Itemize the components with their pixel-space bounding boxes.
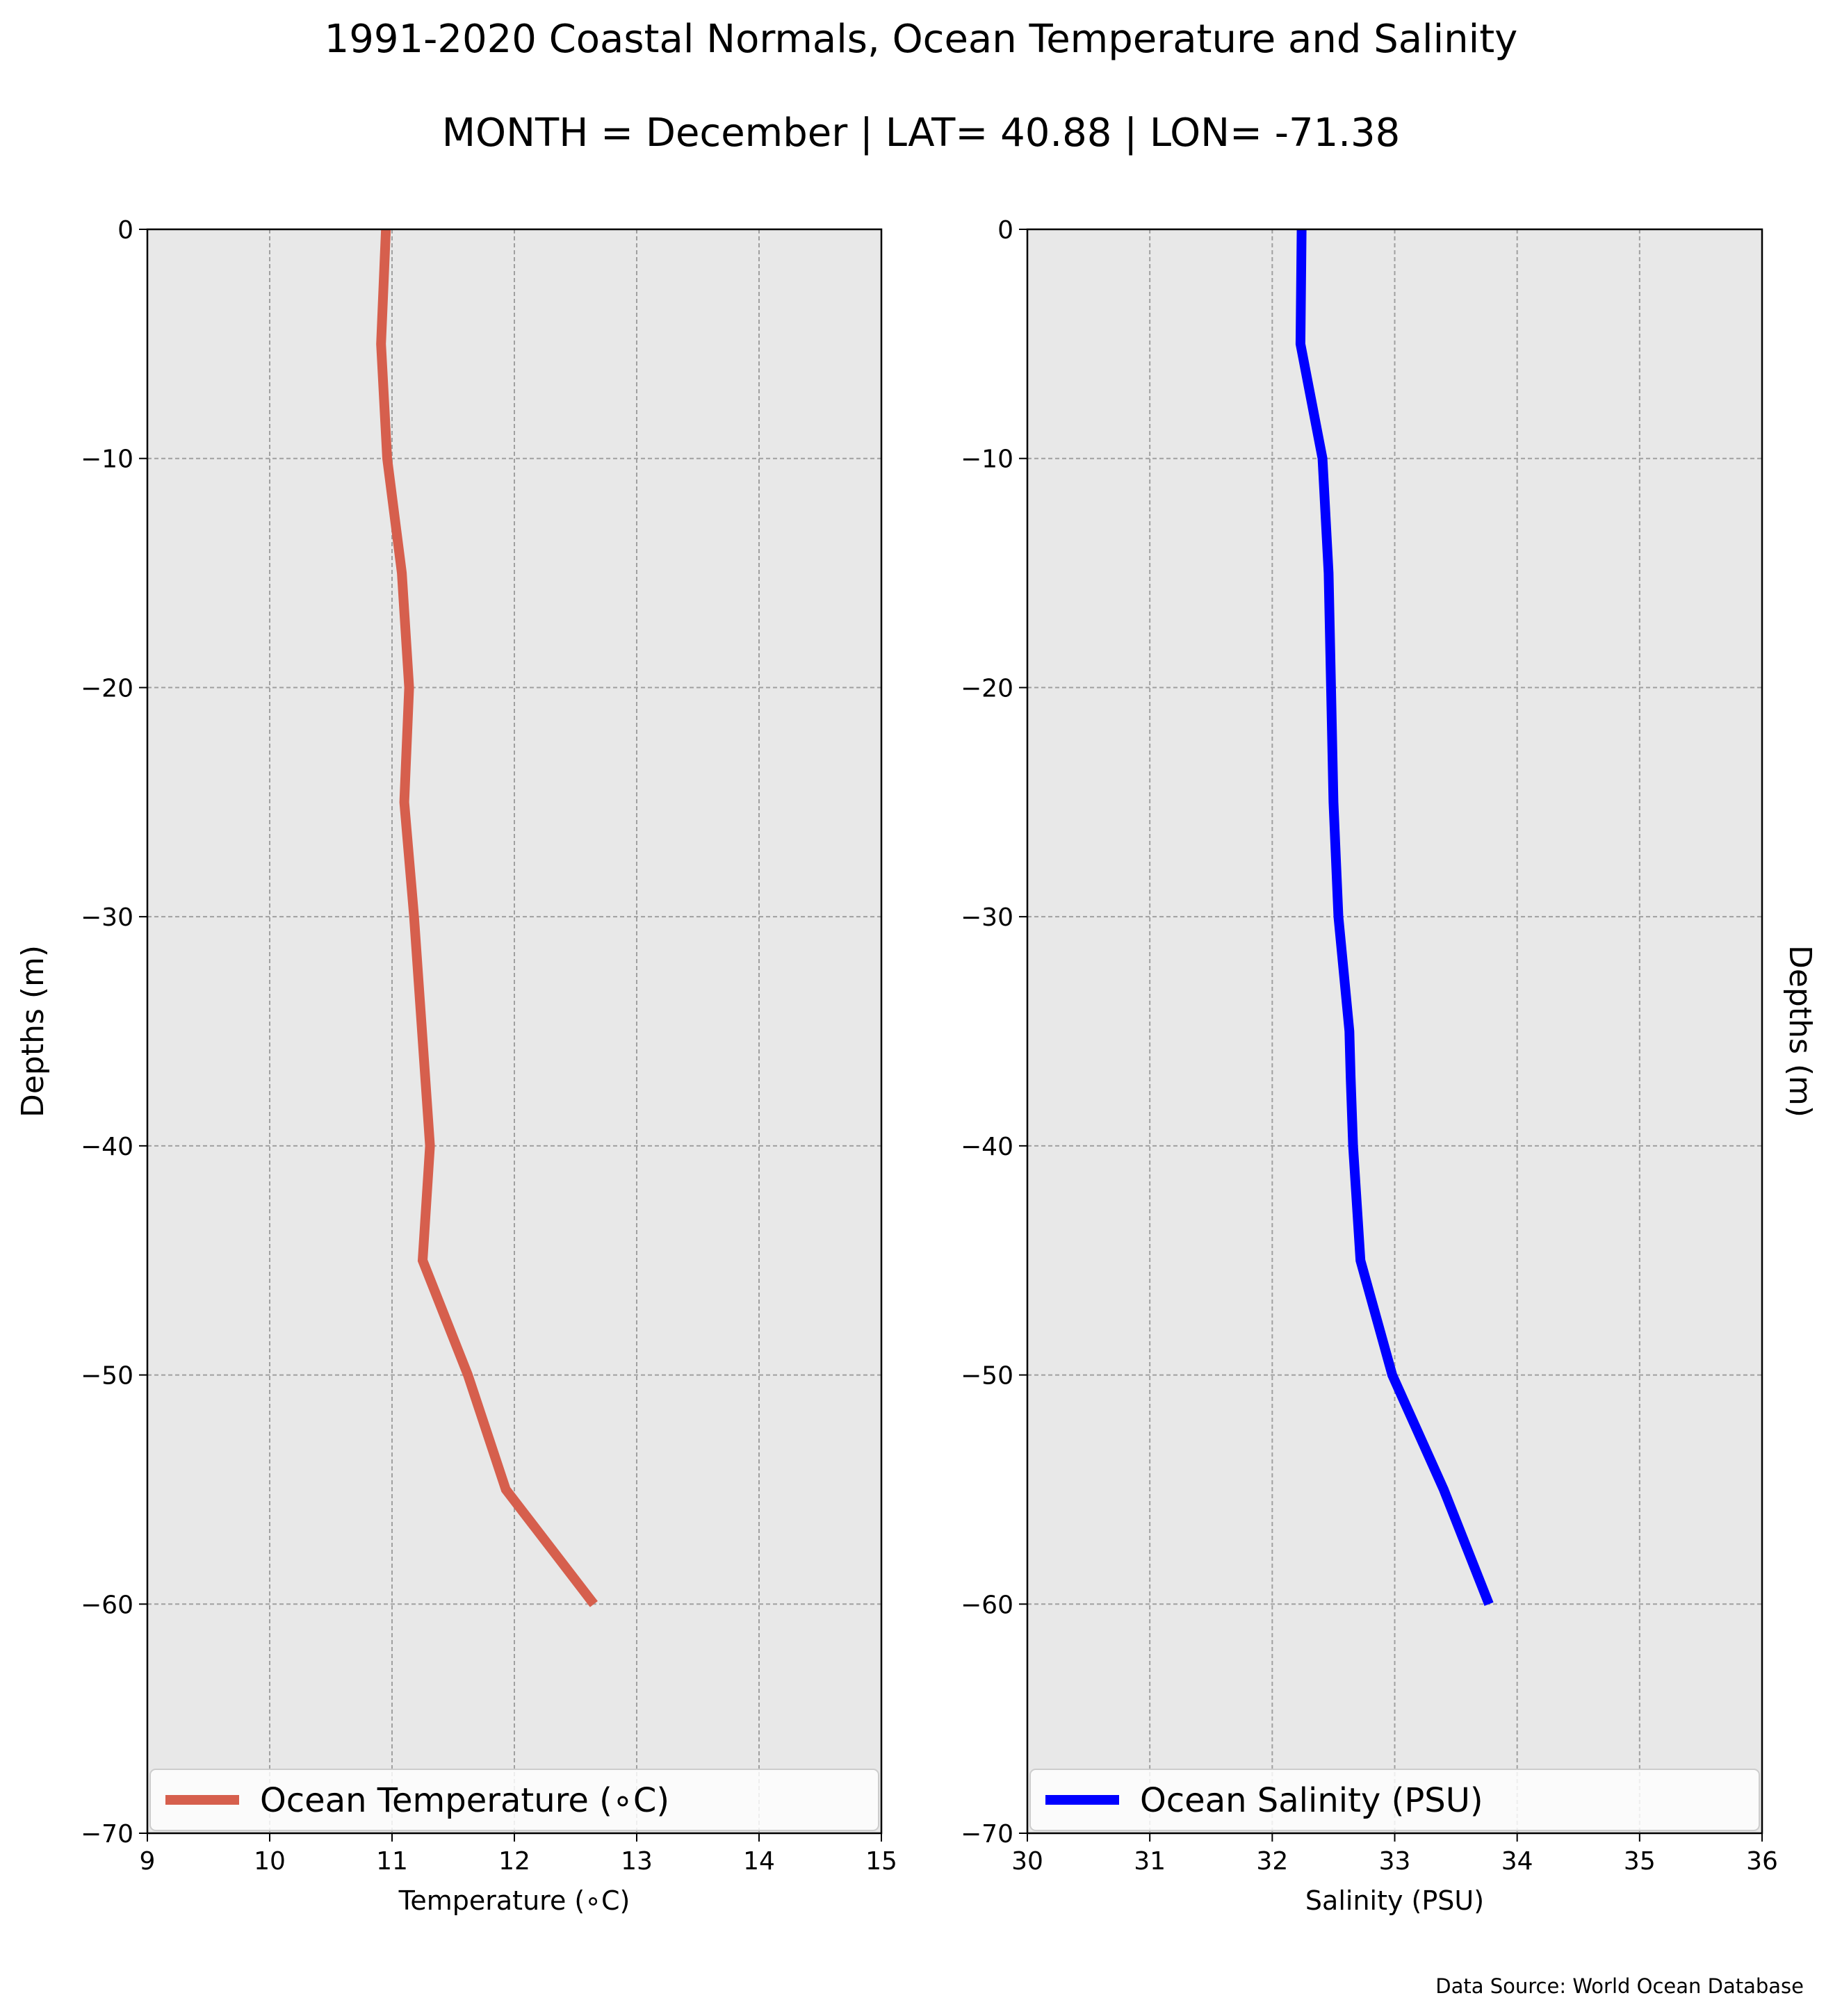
y-tick-label: −60	[961, 1591, 1013, 1619]
temperature-series-line	[376, 229, 598, 1607]
salinity-series-line	[1295, 229, 1494, 1606]
y-tick-label: −60	[81, 1591, 133, 1619]
x-tick-label: 33	[1379, 1847, 1411, 1876]
y-tick-label: −70	[961, 1820, 1013, 1849]
legend-frame	[149, 1769, 879, 1831]
legend-frame	[1029, 1769, 1760, 1831]
x-tick-label: 13	[621, 1847, 653, 1876]
x-tick-label: 11	[376, 1847, 408, 1876]
y-axis-label: Depths (m)	[1782, 945, 1818, 1117]
x-tick-label: 10	[254, 1847, 286, 1876]
x-tick-label: 30	[1011, 1847, 1043, 1876]
y-tick-label: −40	[81, 1133, 133, 1161]
y-tick-label: −40	[961, 1133, 1013, 1161]
data-source-note: Data Source: World Ocean Database	[1435, 1974, 1804, 1998]
y-tick-label: −30	[81, 903, 133, 932]
x-axis-label: Temperature (∘C)	[398, 1885, 630, 1916]
y-tick-label: 0	[117, 216, 133, 245]
x-tick-label: 32	[1256, 1847, 1288, 1876]
chart-subtitle: MONTH = December | LAT= 40.88 | LON= -71…	[442, 110, 1401, 156]
y-axis-label: Depths (m)	[15, 945, 51, 1117]
chart-title: 1991-2020 Coastal Normals, Ocean Tempera…	[325, 17, 1518, 62]
temperature-panel: Ocean Temperature (∘C) 9 10 11 12 13 14 15 0 −10 −…	[15, 216, 897, 1916]
y-tick-label: −50	[961, 1362, 1013, 1391]
x-tick-label: 35	[1624, 1847, 1656, 1876]
y-tick-label: −70	[81, 1820, 133, 1849]
y-tick-label: −10	[81, 445, 133, 474]
x-tick-label: 34	[1501, 1847, 1533, 1876]
x-axis-label: Salinity (PSU)	[1305, 1885, 1484, 1916]
x-tick-label: 14	[743, 1847, 775, 1876]
salinity-panel: Ocean Salinity (PSU) 30 31 32 33 34 35 36 0 −10 −2…	[961, 216, 1818, 1916]
y-tick-label: −20	[81, 674, 133, 703]
y-tick-label: −50	[81, 1362, 133, 1391]
legend-label: Ocean Salinity (PSU)	[1140, 1781, 1483, 1820]
y-tick-label: −10	[961, 445, 1013, 474]
y-tick-label: −20	[961, 674, 1013, 703]
y-tick-label: 0	[997, 216, 1013, 245]
temperature-legend: Ocean Temperature (∘C)	[149, 1769, 879, 1831]
legend-label: Ocean Temperature (∘C)	[260, 1781, 669, 1820]
salinity-legend: Ocean Salinity (PSU)	[1029, 1769, 1760, 1831]
x-tick-label: 36	[1746, 1847, 1778, 1876]
x-tick-label: 12	[498, 1847, 530, 1876]
x-tick-label: 15	[865, 1847, 897, 1876]
x-tick-label: 9	[140, 1847, 156, 1876]
x-tick-label: 31	[1134, 1847, 1166, 1876]
y-tick-label: −30	[961, 903, 1013, 932]
